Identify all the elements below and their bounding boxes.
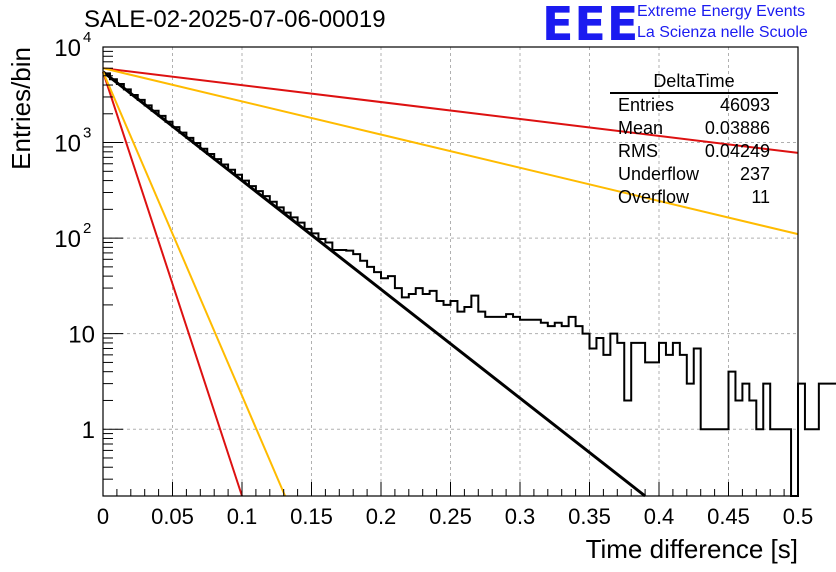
stats-row-mean: Mean 0.03886 <box>610 117 778 140</box>
stats-label: Overflow <box>618 187 690 207</box>
x-tick-label: 0.35 <box>568 504 611 529</box>
fit-line <box>102 71 243 497</box>
x-tick-label: 0.2 <box>366 504 397 529</box>
stats-divider <box>610 92 778 94</box>
axis-ticks: 0 0.05 0.1 0.15 0.2 0.25 0.3 0.35 0.4 0.45 0.5 1 10 1… <box>54 29 813 529</box>
x-tick-label: 0.25 <box>429 504 472 529</box>
x-tick-label: 0.05 <box>151 504 194 529</box>
logo-line-2: La Scienza nelle Scuole <box>637 24 808 41</box>
fit-line <box>102 67 799 154</box>
fit-line <box>102 70 647 498</box>
fit-line <box>102 71 287 497</box>
stats-title: DeltaTime <box>653 71 735 91</box>
fit-line <box>102 67 799 236</box>
x-tick-label: 0.4 <box>644 504 675 529</box>
y-tick-label: 10 <box>54 226 81 253</box>
x-tick-label: 0.15 <box>290 504 333 529</box>
stats-label: Mean <box>618 118 664 138</box>
y-tick-exponent: 4 <box>83 29 91 46</box>
y-tick-label: 10 <box>54 131 81 158</box>
grid <box>103 47 798 496</box>
logo-line-1: Extreme Energy Events <box>637 3 806 20</box>
stats-box: DeltaTime Entries 46093 Mean 0.03886 RMS… <box>610 71 778 209</box>
y-axis-label: Entries/bin <box>6 47 36 170</box>
stats-value: 0.03886 <box>704 118 770 138</box>
stats-value: 46093 <box>719 95 770 115</box>
stats-label: Entries <box>618 95 675 115</box>
y-tick-label: 10 <box>68 322 95 349</box>
eee-logo: EEE <box>542 0 640 51</box>
stats-row-entries: Entries 46093 <box>610 94 778 117</box>
stats-row-overflow: Overflow 11 <box>610 186 778 209</box>
stats-label: RMS <box>618 141 658 161</box>
x-tick-label: 0.5 <box>783 504 814 529</box>
stats-value: 11 <box>751 187 770 207</box>
y-tick-label: 10 <box>54 35 81 62</box>
y-tick-label: 1 <box>82 417 95 444</box>
stats-row-rms: RMS 0.04249 <box>610 140 778 163</box>
x-tick-label: 0.45 <box>707 504 750 529</box>
y-tick-exponent: 2 <box>83 220 91 237</box>
stats-value: 0.04249 <box>704 141 770 161</box>
plot-title: SALE-02-2025-07-06-00019 <box>84 6 386 33</box>
x-axis-label: Time difference [s] <box>586 534 798 564</box>
stats-row-underflow: Underflow 237 <box>610 163 778 186</box>
y-tick-exponent: 3 <box>83 125 91 142</box>
fit-lines <box>102 67 799 498</box>
stats-label: Underflow <box>618 164 700 184</box>
stats-value: 237 <box>739 164 770 184</box>
x-tick-label: 0.3 <box>505 504 536 529</box>
x-tick-label: 0.1 <box>227 504 258 529</box>
x-tick-label: 0 <box>97 504 109 529</box>
